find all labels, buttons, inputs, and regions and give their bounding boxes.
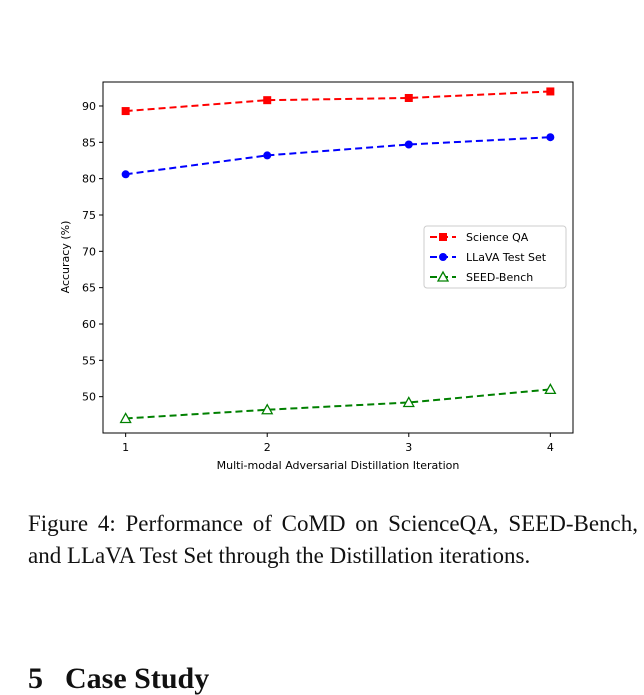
series-0 — [121, 87, 555, 116]
square-marker-point — [546, 87, 555, 96]
triangle-marker-point — [261, 403, 274, 415]
y-tick-label: 90 — [82, 100, 96, 113]
triangle-marker-point — [544, 383, 557, 395]
circle-marker-point — [404, 140, 413, 149]
accuracy-line-chart: 50 55 60 65 70 75 80 85 90 1 2 3 4 Multi-modal Adve… — [59, 81, 574, 472]
y-tick-label: 85 — [82, 136, 96, 149]
series-2 — [119, 383, 557, 424]
circle-marker-point — [263, 151, 272, 160]
triangle-marker-point — [402, 396, 415, 408]
legend-frame — [423, 225, 567, 289]
circle-marker-point — [546, 133, 555, 142]
y-axis-ticks: 50 55 60 65 70 75 80 85 90 — [82, 100, 103, 404]
y-tick-label: 60 — [82, 318, 96, 331]
series-line — [125, 388, 551, 420]
y-tick-label: 80 — [82, 173, 96, 186]
triangle-marker-legend — [436, 270, 450, 282]
series-1 — [121, 133, 555, 179]
figure-caption: Figure 4: Performance of CoMD on Science… — [28, 511, 638, 568]
y-tick-label: 65 — [82, 282, 96, 295]
y-tick-label: 50 — [82, 391, 96, 404]
square-marker-point — [263, 96, 272, 105]
legend-label: LLaVA Test Set — [466, 251, 547, 264]
square-marker-point — [121, 107, 130, 116]
x-axis-ticks: 1 2 3 4 — [122, 433, 554, 454]
y-axis-label: Accuracy (%) — [59, 221, 72, 294]
square-marker-point — [404, 93, 413, 102]
y-tick-label: 75 — [82, 209, 96, 222]
x-tick-label: 4 — [547, 441, 554, 454]
triangle-marker-point — [119, 412, 132, 424]
x-tick-label: 3 — [405, 441, 412, 454]
circle-marker-point — [121, 170, 130, 179]
x-tick-label: 2 — [264, 441, 271, 454]
y-tick-label: 70 — [82, 245, 96, 258]
section-number: 5 — [28, 662, 43, 695]
series-line — [125, 90, 551, 113]
legend-label: Science QA — [466, 231, 529, 244]
legend: Science QA LLaVA Test Set SEED-Bench — [423, 225, 567, 289]
section-title: Case Study — [65, 662, 210, 695]
y-tick-label: 55 — [82, 354, 96, 367]
section-heading: 5 Case Study — [28, 664, 231, 694]
circle-marker-legend — [439, 253, 447, 261]
series-lines — [119, 87, 557, 424]
x-axis-label: Multi-modal Adversarial Distillation Ite… — [217, 459, 460, 472]
legend-label: SEED-Bench — [466, 271, 533, 284]
plot-frame — [102, 81, 574, 434]
series-line — [125, 136, 551, 176]
x-tick-label: 1 — [122, 441, 129, 454]
plot-area — [102, 81, 574, 434]
square-marker-legend — [439, 233, 447, 241]
